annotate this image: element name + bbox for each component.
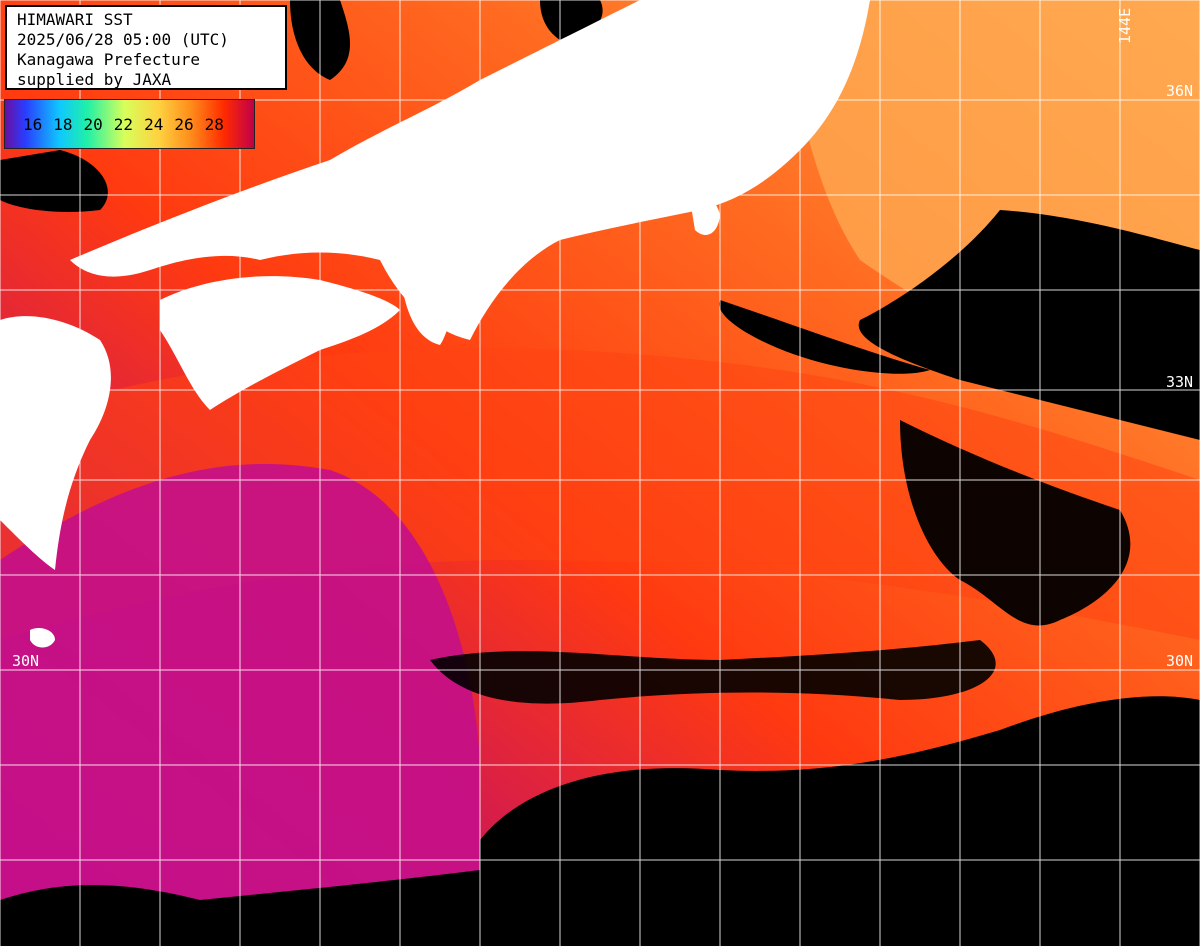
legend-value: 18 [53,114,73,134]
lon-label-144e: 144E [1116,7,1134,44]
land-izu [690,195,720,235]
land-shikoku [160,276,400,410]
lat-label-30n-right: 30N [1166,652,1194,670]
cloud-mask-north [0,150,108,212]
cloud-mask-band [719,300,930,374]
legend-value: 28 [204,114,224,134]
cloud-mask-south [480,696,1200,946]
legend-value: 26 [174,114,194,134]
legend-value: 16 [23,114,43,134]
lat-label-30n-left: 30N [12,652,40,670]
legend-value: 24 [144,114,164,134]
temperature-legend: 16 18 20 22 24 26 28 [4,99,255,149]
observation-time: 2025/06/28 05:00 (UTC) [17,30,229,49]
cloud-mask-streak [430,640,996,704]
lat-label-33n-right: 33N [1166,373,1194,391]
cloud-mask-mid-east [900,420,1131,626]
legend-value: 20 [83,114,103,134]
data-source: supplied by JAXA [17,70,172,89]
publisher: Kanagawa Prefecture [17,50,201,69]
land-kyushu [0,316,111,570]
land-honshu [70,0,870,340]
legend-value: 22 [113,114,134,134]
lat-label-36n: 36N [1166,82,1194,100]
product-title: HIMAWARI SST [17,10,133,29]
info-box: HIMAWARI SST 2025/06/28 05:00 (UTC) Kana… [5,5,287,90]
cloud-mask-east [858,210,1200,440]
land-island-small [30,628,55,648]
lat-label-33-left: 33 [12,373,31,391]
land-kii-peninsula [397,236,452,345]
